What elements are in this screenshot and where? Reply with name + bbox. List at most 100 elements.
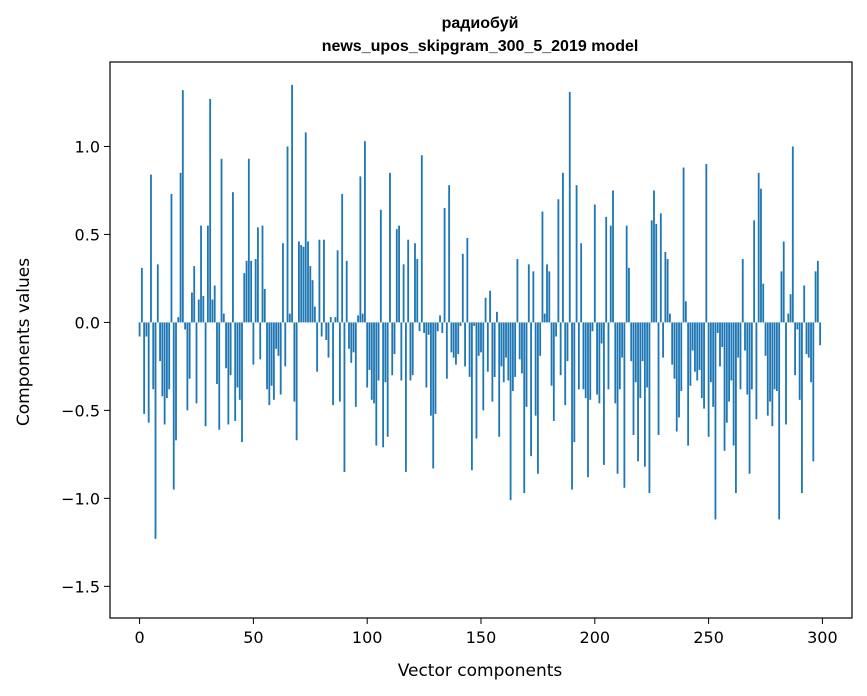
bar-component-259 (728, 322, 730, 402)
bar-component-137 (450, 322, 453, 353)
bar-component-236 (675, 322, 678, 432)
bar-component-228 (657, 322, 660, 436)
bar-component-94 (352, 322, 355, 353)
y-tick-label: 0.0 (75, 313, 100, 332)
bar-component-283 (782, 241, 785, 323)
bar-component-247 (700, 322, 703, 399)
bar-component-184 (557, 199, 560, 323)
bar-component-168 (521, 322, 523, 374)
bar-component-143 (464, 322, 466, 367)
bar-component-225 (650, 220, 653, 323)
bar-component-192 (575, 185, 578, 323)
bar-component-16 (175, 322, 177, 441)
bar-component-172 (530, 322, 532, 457)
bar-component-114 (398, 225, 400, 323)
bar-component-242 (689, 322, 692, 386)
bar-component-229 (659, 213, 662, 323)
bar-component-209 (614, 322, 617, 404)
bar-component-199 (591, 322, 594, 332)
bar-component-142 (461, 253, 464, 323)
bar-component-85 (332, 322, 334, 406)
bar-component-256 (721, 322, 724, 348)
bar-component-158 (498, 322, 501, 437)
bar-component-167 (518, 322, 521, 360)
bar-component-221 (641, 322, 644, 362)
bar-component-198 (589, 322, 592, 400)
bar-component-62 (279, 322, 282, 395)
bar-component-131 (436, 322, 439, 332)
bar-component-244 (694, 322, 696, 372)
bar-component-241 (687, 322, 690, 446)
y-tick-label: 1.0 (75, 137, 100, 156)
bar-component-12 (165, 322, 168, 399)
bar-component-240 (684, 301, 687, 323)
y-tick-label: −1.0 (61, 489, 100, 508)
bar-component-161 (505, 322, 507, 358)
bar-component-148 (475, 322, 478, 439)
bar-component-235 (673, 322, 676, 379)
bar-component-206 (607, 322, 610, 390)
bar-component-132 (439, 315, 441, 323)
bar-component-69 (295, 322, 298, 441)
bar-component-15 (172, 322, 175, 490)
bar-component-58 (270, 322, 273, 386)
bar-component-289 (796, 322, 799, 330)
bar-component-211 (618, 322, 621, 390)
bar-component-233 (669, 313, 671, 323)
bar-component-215 (628, 267, 630, 323)
bar-component-90 (343, 322, 346, 472)
bar-component-175 (536, 322, 539, 474)
bar-component-260 (730, 322, 733, 381)
bar-component-238 (680, 322, 683, 392)
bar-component-271 (755, 322, 758, 420)
bar-component-0 (138, 322, 141, 337)
bar-component-160 (502, 322, 505, 383)
bar-component-188 (566, 322, 569, 362)
bar-component-29 (204, 322, 207, 427)
bar-component-104 (375, 322, 378, 446)
bar-component-146 (470, 322, 473, 471)
bar-component-281 (778, 322, 781, 520)
bar-component-187 (564, 322, 567, 406)
bar-component-278 (771, 322, 774, 427)
bar-component-102 (370, 322, 373, 400)
bar-component-234 (671, 322, 674, 365)
bar-component-189 (568, 91, 571, 323)
bar-component-265 (741, 259, 744, 323)
bar-component-216 (630, 322, 633, 362)
bar-component-196 (584, 322, 587, 399)
bar-component-83 (327, 322, 330, 358)
bar-component-280 (775, 322, 778, 392)
bar-component-98 (361, 313, 364, 323)
bar-component-136 (448, 185, 451, 323)
bar-component-36 (220, 158, 223, 323)
bar-component-108 (384, 322, 387, 383)
bar-component-97 (359, 176, 362, 323)
bar-component-18 (179, 172, 182, 323)
bar-component-20 (184, 322, 187, 330)
bar-component-65 (286, 146, 289, 323)
bar-component-49 (250, 260, 253, 323)
bar-component-118 (407, 239, 410, 323)
bar-component-79 (318, 239, 321, 323)
bar-component-275 (764, 322, 767, 356)
bar-component-253 (714, 322, 717, 520)
bar-component-82 (325, 322, 328, 340)
bar-component-157 (496, 311, 498, 323)
bar-component-182 (552, 322, 555, 421)
bar-component-45 (241, 322, 243, 443)
bar-component-70 (298, 241, 300, 323)
bar-component-96 (357, 315, 359, 323)
bar-component-27 (200, 225, 202, 323)
bar-component-76 (311, 280, 314, 323)
bar-component-262 (735, 322, 737, 494)
bar-component-106 (379, 209, 382, 323)
bar-component-237 (678, 322, 680, 418)
bar-component-293 (805, 322, 808, 355)
bar-component-78 (316, 322, 319, 372)
bar-component-257 (723, 322, 726, 451)
bar-component-285 (787, 313, 790, 323)
bar-component-180 (548, 271, 551, 323)
bar-component-51 (254, 259, 257, 323)
bar-component-288 (794, 322, 797, 376)
